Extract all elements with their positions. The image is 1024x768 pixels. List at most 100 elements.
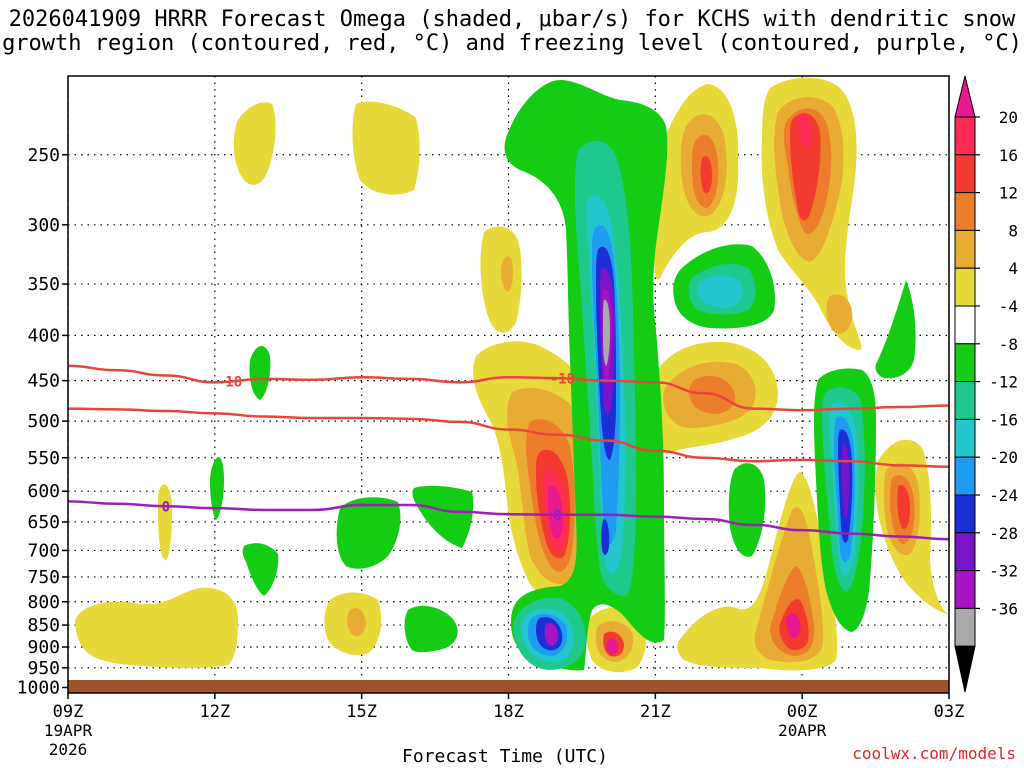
colorbar-label: 12 bbox=[999, 184, 1018, 203]
x-tick-label: 00Z bbox=[787, 702, 818, 722]
y-tick-label: 350 bbox=[27, 274, 60, 295]
colorbar-bottom-arrow bbox=[954, 645, 976, 693]
omega-blob-neg32 bbox=[603, 299, 610, 366]
omega-blob-neg28 bbox=[544, 622, 558, 646]
omega-blob-4 bbox=[233, 102, 276, 185]
colorbar-swatch bbox=[954, 456, 976, 496]
omega-blob-8 bbox=[501, 256, 514, 292]
contour-labels: -18 -18 0 0 bbox=[162, 371, 575, 523]
y-tick-label: 300 bbox=[27, 215, 60, 236]
y-tick-label: 850 bbox=[27, 615, 60, 636]
colorbar-label: -28 bbox=[989, 524, 1018, 543]
x-tick-label: 03Z bbox=[934, 702, 965, 722]
y-tick-label: 950 bbox=[27, 658, 60, 679]
omega-blob-neg4 bbox=[412, 485, 474, 548]
omega-blob-neg24 bbox=[842, 443, 849, 520]
omega-blob-16 bbox=[700, 156, 712, 194]
x-tick-label: 15Z bbox=[346, 702, 377, 722]
colorbar-swatch bbox=[954, 494, 976, 534]
y-tick-label: 750 bbox=[27, 567, 60, 588]
omega-blob-neg4 bbox=[249, 345, 271, 400]
x-tick-date: 20APR bbox=[778, 721, 827, 740]
colorbar-swatch bbox=[954, 532, 976, 572]
y-tick-label: 400 bbox=[27, 325, 60, 346]
y-tick-label: 600 bbox=[27, 481, 60, 502]
omega-blob-8 bbox=[347, 607, 366, 637]
omega-blob-neg4 bbox=[210, 457, 224, 520]
colorbar-label: 8 bbox=[1008, 221, 1018, 240]
x-tick-year: 2026 bbox=[49, 740, 88, 759]
contour-line bbox=[68, 500, 949, 541]
omega-blob-20plus bbox=[786, 613, 801, 639]
y-tick-label: 450 bbox=[27, 371, 60, 392]
contour-lines bbox=[68, 364, 949, 541]
x-tick-label: 21Z bbox=[640, 702, 671, 722]
colorbar-swatch bbox=[954, 229, 976, 269]
omega-blob-8 bbox=[826, 294, 853, 334]
colorbar-label: 16 bbox=[999, 146, 1018, 165]
omega-shading bbox=[75, 77, 948, 673]
x-tick-date: 19APR bbox=[44, 721, 93, 740]
x-tick-label: 18Z bbox=[493, 702, 524, 722]
omega-blob-20plus bbox=[548, 485, 563, 539]
omega-blob-neg4 bbox=[336, 497, 401, 569]
omega-blob-20 bbox=[797, 114, 812, 148]
contour-line bbox=[68, 407, 949, 468]
y-tick-label: 800 bbox=[27, 592, 60, 613]
colorbar-label: -12 bbox=[989, 373, 1018, 392]
colorbar-swatch bbox=[954, 381, 976, 420]
ground-strip bbox=[68, 680, 949, 693]
chart-title-line-2: growth region (contoured, red, °C) and f… bbox=[2, 31, 1022, 56]
colorbar-label: 20 bbox=[999, 108, 1018, 127]
colorbar-swatch bbox=[954, 116, 976, 156]
omega-blob-20plus bbox=[606, 638, 618, 655]
omega-blob-neg4 bbox=[404, 605, 458, 653]
contour-line bbox=[68, 364, 949, 412]
chart-title-line-1: 2026041909 HRRR Forecast Omega (shaded, … bbox=[8, 7, 1016, 32]
y-tick-label: 650 bbox=[27, 512, 60, 533]
colorbar-swatch bbox=[954, 418, 976, 458]
y-tick-label: 700 bbox=[27, 540, 60, 561]
x-tick-label: 09Z bbox=[53, 702, 84, 722]
colorbar-label: -36 bbox=[989, 599, 1018, 618]
y-tick-label: 550 bbox=[27, 448, 60, 469]
colorbar-label: -4 bbox=[999, 297, 1018, 316]
colorbar-swatch bbox=[954, 343, 976, 383]
colorbar-label: -24 bbox=[989, 486, 1018, 505]
colorbar-swatch bbox=[954, 192, 976, 231]
colorbar-label: 4 bbox=[1008, 259, 1018, 278]
colorbar-swatch bbox=[954, 267, 976, 307]
omega-blob-4 bbox=[480, 226, 522, 333]
y-tick-label: 250 bbox=[27, 145, 60, 166]
y-tick-label: 500 bbox=[27, 411, 60, 432]
colorbar: 20 16 12 8 4 -4 -8 -12 -16 -20 -24 -28 -32 -36 bbox=[954, 75, 1018, 693]
colorbar-label: -32 bbox=[989, 562, 1018, 581]
contour-label: -18 bbox=[217, 374, 242, 390]
colorbar-swatch bbox=[954, 154, 976, 194]
contour-label: 0 bbox=[553, 508, 561, 524]
colorbar-top-arrow bbox=[954, 75, 976, 118]
omega-blob-neg4 bbox=[875, 280, 916, 379]
omega-blob-4 bbox=[352, 101, 420, 195]
x-tick-label: 12Z bbox=[199, 702, 230, 722]
colorbar-swatch bbox=[954, 570, 976, 609]
colorbar-label: -16 bbox=[989, 410, 1018, 429]
x-axis-label: Forecast Time (UTC) bbox=[402, 746, 608, 767]
colorbar-label: -8 bbox=[999, 335, 1018, 354]
contour-label: -18 bbox=[550, 371, 575, 387]
omega-blob-neg12 bbox=[696, 275, 744, 308]
omega-blob-16 bbox=[897, 485, 910, 530]
source-credit[interactable]: coolwx.com/models bbox=[852, 744, 1016, 763]
omega-blob-neg4 bbox=[242, 543, 279, 596]
colorbar-swatch bbox=[954, 607, 976, 647]
omega-blob-neg4 bbox=[728, 463, 766, 557]
colorbar-swatch bbox=[954, 305, 976, 345]
omega-blob-neg20 bbox=[601, 519, 610, 555]
omega-blob-16 bbox=[790, 113, 821, 221]
contour-label: 0 bbox=[162, 499, 170, 515]
omega-blob-4 bbox=[75, 587, 238, 668]
colorbar-label: -20 bbox=[989, 448, 1018, 467]
